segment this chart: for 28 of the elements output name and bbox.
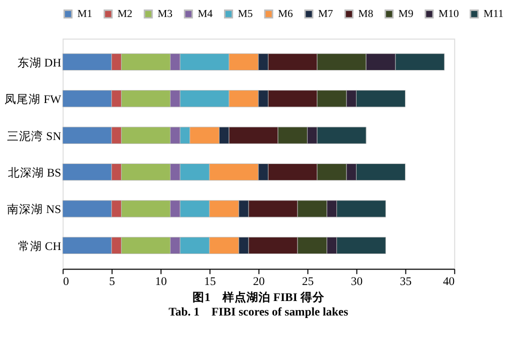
legend-label: M11 — [484, 8, 504, 20]
legend-label: M9 — [398, 8, 414, 20]
legend-label: M2 — [117, 8, 132, 20]
text: 图1 样点湖泊 FIBI 得分 — [192, 290, 326, 304]
y-tick-label: 北深湖 BS — [8, 166, 62, 180]
y-tick-label: 凤尾湖 FW — [4, 93, 62, 106]
legend-label: M7 — [318, 8, 334, 20]
y-tick-label: 常湖 CH — [18, 240, 62, 253]
x-tick-label: 15 — [204, 274, 216, 288]
y-tick-label: 三泥湾 SN — [7, 128, 62, 143]
legend-label: M4 — [198, 8, 214, 20]
y-tick-label: 东湖 DH — [17, 55, 62, 70]
x-tick-label: 35 — [400, 274, 412, 288]
legend-label: M8 — [358, 8, 374, 20]
x-tick-label: 40 — [442, 274, 455, 288]
legend-label: M3 — [158, 8, 173, 20]
x-tick-label: 25 — [302, 274, 314, 288]
y-tick-label: 南深湖 NS — [7, 203, 62, 216]
x-tick-label: 0 — [63, 274, 70, 288]
x-tick-label: 5 — [109, 274, 116, 288]
legend-label: M5 — [238, 8, 253, 20]
x-tick-label: 30 — [350, 274, 363, 288]
x-tick-label: 10 — [155, 274, 168, 288]
text: Tab. 1 FIBI scores of sample lakes — [168, 306, 349, 319]
x-tick-label: 20 — [253, 274, 265, 288]
legend-label: M10 — [438, 8, 459, 20]
legend-label: M1 — [77, 8, 92, 20]
legend-label: M6 — [278, 8, 294, 20]
